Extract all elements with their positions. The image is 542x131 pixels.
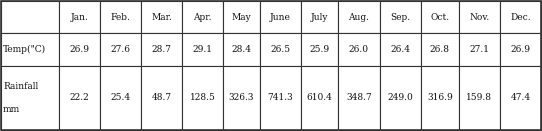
Bar <box>141 34 182 66</box>
Text: Oct.: Oct. <box>430 13 449 22</box>
Text: 29.1: 29.1 <box>192 45 212 54</box>
Text: Sep.: Sep. <box>390 13 410 22</box>
Bar <box>380 66 421 130</box>
Bar <box>500 66 541 130</box>
Text: 316.9: 316.9 <box>427 94 453 102</box>
Bar <box>182 66 223 130</box>
Bar <box>59 66 100 130</box>
Text: 25.9: 25.9 <box>309 45 330 54</box>
Text: June: June <box>270 13 291 22</box>
Bar <box>59 34 100 66</box>
Bar <box>100 1 141 34</box>
Text: 27.6: 27.6 <box>111 45 131 54</box>
Text: 28.4: 28.4 <box>231 45 251 54</box>
Bar <box>182 34 223 66</box>
Text: Dec.: Dec. <box>510 13 531 22</box>
Bar <box>100 34 141 66</box>
Text: 610.4: 610.4 <box>306 94 332 102</box>
Text: 26.4: 26.4 <box>390 45 410 54</box>
Text: Jan.: Jan. <box>70 13 88 22</box>
Text: Mar.: Mar. <box>151 13 172 22</box>
Text: 26.8: 26.8 <box>430 45 450 54</box>
Text: July: July <box>311 13 328 22</box>
Text: 348.7: 348.7 <box>346 94 372 102</box>
Bar <box>301 1 338 34</box>
Text: 22.2: 22.2 <box>69 94 89 102</box>
Bar <box>301 34 338 66</box>
Bar <box>1 1 59 34</box>
Bar <box>338 34 380 66</box>
Text: 28.7: 28.7 <box>152 45 172 54</box>
Bar <box>421 1 459 34</box>
Bar <box>500 34 541 66</box>
Text: 26.9: 26.9 <box>69 45 89 54</box>
Bar <box>182 1 223 34</box>
Bar <box>421 34 459 66</box>
Text: 26.5: 26.5 <box>270 45 291 54</box>
Text: 249.0: 249.0 <box>388 94 414 102</box>
Bar <box>1 34 59 66</box>
Bar <box>338 66 380 130</box>
Text: 26.9: 26.9 <box>511 45 531 54</box>
Bar <box>260 34 301 66</box>
Text: 48.7: 48.7 <box>152 94 172 102</box>
Bar <box>421 66 459 130</box>
Bar <box>223 1 260 34</box>
Text: mm: mm <box>3 105 20 114</box>
Text: 27.1: 27.1 <box>469 45 489 54</box>
Text: May: May <box>231 13 251 22</box>
Text: Nov.: Nov. <box>469 13 489 22</box>
Bar <box>141 66 182 130</box>
Bar <box>301 66 338 130</box>
Text: 47.4: 47.4 <box>511 94 531 102</box>
Text: Apr.: Apr. <box>193 13 212 22</box>
Bar <box>59 1 100 34</box>
Bar <box>223 34 260 66</box>
Bar <box>459 34 500 66</box>
Bar <box>141 1 182 34</box>
Bar <box>1 66 59 130</box>
Text: Temp("C): Temp("C) <box>3 45 46 54</box>
Bar <box>260 1 301 34</box>
Text: 159.8: 159.8 <box>466 94 492 102</box>
Bar <box>380 34 421 66</box>
Text: 26.0: 26.0 <box>349 45 369 54</box>
Bar <box>500 1 541 34</box>
Bar <box>338 1 380 34</box>
Text: 25.4: 25.4 <box>111 94 131 102</box>
Text: 128.5: 128.5 <box>190 94 216 102</box>
Bar <box>459 1 500 34</box>
Bar <box>223 66 260 130</box>
Bar <box>260 66 301 130</box>
Text: Rainfall: Rainfall <box>3 82 38 91</box>
Text: Feb.: Feb. <box>111 13 131 22</box>
Text: Aug.: Aug. <box>349 13 369 22</box>
Text: 741.3: 741.3 <box>268 94 293 102</box>
Bar <box>100 66 141 130</box>
Bar <box>380 1 421 34</box>
Bar <box>459 66 500 130</box>
Text: 326.3: 326.3 <box>229 94 254 102</box>
